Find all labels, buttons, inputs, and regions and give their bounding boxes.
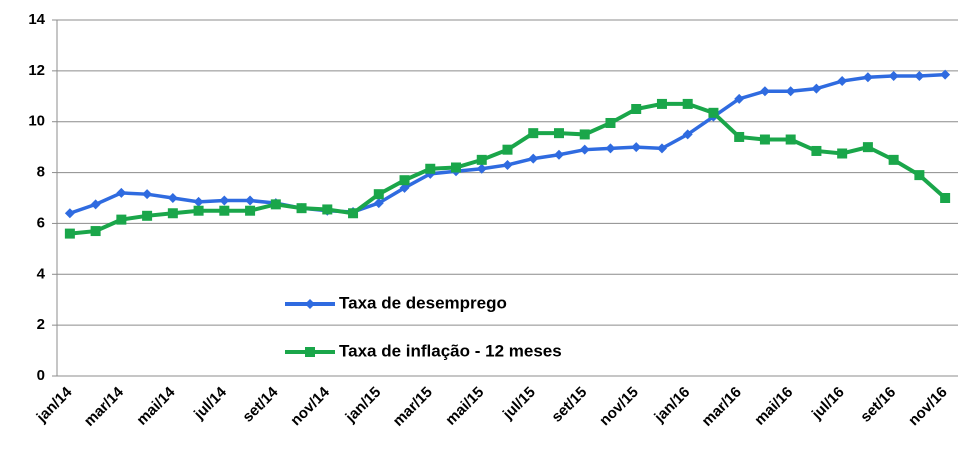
marker (142, 210, 153, 221)
marker (425, 163, 436, 174)
marker (399, 175, 410, 186)
x-tick-label: nov/16 (905, 384, 951, 430)
marker (940, 69, 951, 80)
marker (64, 208, 75, 219)
marker (219, 195, 230, 206)
marker (811, 83, 822, 94)
x-tick-label: jan/16 (651, 384, 694, 427)
legend-marker (305, 299, 315, 309)
x-tick-label: mai/15 (442, 384, 487, 429)
marker (605, 143, 616, 154)
marker (167, 193, 178, 203)
marker (914, 170, 925, 181)
marker (888, 154, 899, 165)
marker (862, 72, 873, 83)
marker (734, 131, 745, 142)
y-tick-label: 8 (37, 164, 45, 181)
x-tick-label: mai/14 (133, 383, 179, 429)
marker (193, 205, 204, 216)
marker (862, 142, 873, 153)
marker (528, 128, 539, 139)
x-tick-label: mar/16 (699, 384, 745, 430)
legend-label: Taxa de desemprego (339, 293, 507, 312)
marker (656, 143, 667, 154)
marker (399, 182, 410, 193)
marker (502, 159, 513, 170)
y-tick-label: 4 (37, 265, 46, 282)
y-tick-label: 2 (37, 316, 45, 333)
marker (811, 145, 822, 156)
marker (451, 162, 462, 173)
marker (502, 144, 513, 155)
x-tick-label: jul/16 (808, 384, 848, 424)
marker (579, 129, 590, 140)
marker (631, 104, 642, 114)
marker (888, 70, 899, 81)
marker (348, 208, 359, 219)
legend-marker (305, 347, 315, 357)
marker (116, 214, 127, 225)
marker (373, 189, 384, 200)
marker (64, 228, 75, 239)
x-tick-label: jan/15 (342, 384, 385, 427)
marker (476, 163, 487, 174)
series-line (69, 72, 946, 215)
marker (476, 154, 487, 165)
marker (219, 205, 230, 216)
marker (296, 203, 307, 214)
y-tick-label: 6 (37, 214, 45, 231)
marker (914, 70, 925, 81)
marker (322, 204, 333, 215)
marker (708, 107, 719, 118)
x-tick-label: set/15 (548, 384, 590, 426)
marker (734, 93, 745, 104)
y-tick-label: 0 (37, 367, 45, 384)
x-tick-label: jan/14 (33, 383, 76, 426)
marker (940, 193, 951, 203)
marker (553, 128, 564, 139)
x-tick-label: set/16 (857, 384, 899, 426)
marker (785, 134, 796, 145)
x-tick-label: nov/14 (287, 383, 333, 429)
y-tick-label: 10 (28, 113, 45, 130)
marker (90, 226, 101, 237)
marker (631, 142, 642, 153)
marker (90, 199, 101, 210)
marker (579, 144, 590, 155)
marker (245, 205, 256, 216)
x-tick-label: set/14 (239, 383, 282, 426)
marker (193, 196, 204, 207)
x-tick-label: mar/14 (81, 383, 128, 430)
marker (167, 208, 178, 219)
legend-label: Taxa de inflação - 12 meses (339, 341, 562, 360)
marker (245, 195, 256, 206)
marker (682, 98, 693, 109)
marker (759, 134, 770, 145)
marker (553, 149, 564, 160)
marker (528, 153, 539, 164)
y-tick-label: 14 (28, 11, 45, 28)
marker (116, 187, 127, 198)
x-tick-label: jul/14 (190, 383, 230, 423)
x-tick-label: nov/15 (596, 384, 642, 430)
marker (270, 199, 281, 210)
marker (759, 86, 770, 97)
marker (837, 76, 848, 87)
x-tick-label: mai/16 (751, 384, 796, 429)
marker (373, 198, 384, 209)
marker (785, 86, 796, 97)
x-tick-label: mar/15 (390, 384, 436, 430)
marker (656, 98, 667, 109)
marker (142, 189, 153, 200)
x-tick-label: jul/15 (499, 384, 539, 424)
marker (837, 148, 848, 159)
y-tick-label: 12 (28, 62, 45, 79)
marker (605, 117, 616, 128)
marker (682, 129, 693, 140)
